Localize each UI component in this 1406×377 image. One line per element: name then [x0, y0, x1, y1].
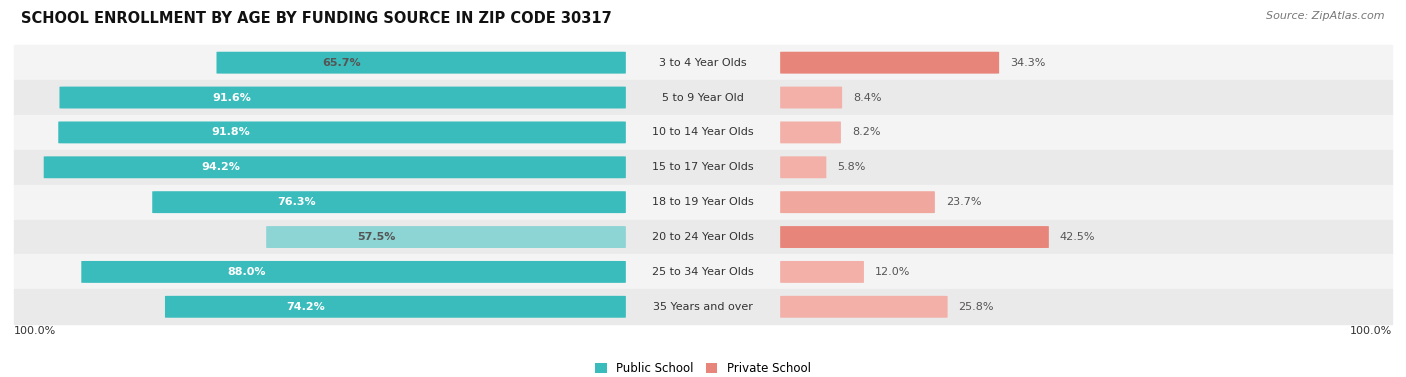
Text: 74.2%: 74.2% — [285, 302, 325, 312]
FancyBboxPatch shape — [152, 191, 626, 213]
Bar — [14, 219, 1392, 254]
Text: 5 to 9 Year Old: 5 to 9 Year Old — [662, 92, 744, 103]
Text: 42.5%: 42.5% — [1060, 232, 1095, 242]
Text: 100.0%: 100.0% — [1350, 326, 1392, 336]
Text: 35 Years and over: 35 Years and over — [652, 302, 754, 312]
FancyBboxPatch shape — [780, 121, 841, 143]
FancyBboxPatch shape — [266, 226, 626, 248]
Text: 88.0%: 88.0% — [228, 267, 266, 277]
Text: 65.7%: 65.7% — [322, 58, 361, 68]
Text: 100.0%: 100.0% — [14, 326, 56, 336]
FancyBboxPatch shape — [217, 52, 626, 74]
Bar — [14, 254, 1392, 290]
Text: 23.7%: 23.7% — [946, 197, 981, 207]
Text: 57.5%: 57.5% — [357, 232, 395, 242]
Bar — [14, 115, 1392, 150]
FancyBboxPatch shape — [780, 156, 827, 178]
FancyBboxPatch shape — [780, 87, 842, 109]
Text: 5.8%: 5.8% — [838, 162, 866, 172]
Text: SCHOOL ENROLLMENT BY AGE BY FUNDING SOURCE IN ZIP CODE 30317: SCHOOL ENROLLMENT BY AGE BY FUNDING SOUR… — [21, 11, 612, 26]
FancyBboxPatch shape — [58, 121, 626, 143]
Bar — [14, 45, 1392, 80]
Bar — [14, 150, 1392, 185]
Text: 3 to 4 Year Olds: 3 to 4 Year Olds — [659, 58, 747, 68]
Text: 94.2%: 94.2% — [201, 162, 240, 172]
FancyBboxPatch shape — [44, 156, 626, 178]
FancyBboxPatch shape — [780, 296, 948, 318]
Text: 8.2%: 8.2% — [852, 127, 880, 138]
Bar — [14, 185, 1392, 219]
FancyBboxPatch shape — [780, 52, 1000, 74]
FancyBboxPatch shape — [165, 296, 626, 318]
Text: 15 to 17 Year Olds: 15 to 17 Year Olds — [652, 162, 754, 172]
FancyBboxPatch shape — [780, 226, 1049, 248]
FancyBboxPatch shape — [780, 191, 935, 213]
Text: 20 to 24 Year Olds: 20 to 24 Year Olds — [652, 232, 754, 242]
Text: 18 to 19 Year Olds: 18 to 19 Year Olds — [652, 197, 754, 207]
Text: 25 to 34 Year Olds: 25 to 34 Year Olds — [652, 267, 754, 277]
Text: 25.8%: 25.8% — [959, 302, 994, 312]
Bar — [14, 80, 1392, 115]
Text: 76.3%: 76.3% — [277, 197, 316, 207]
Bar — [14, 290, 1392, 324]
Text: 91.6%: 91.6% — [212, 92, 252, 103]
FancyBboxPatch shape — [59, 87, 626, 109]
Text: 10 to 14 Year Olds: 10 to 14 Year Olds — [652, 127, 754, 138]
Text: 12.0%: 12.0% — [875, 267, 910, 277]
Text: 91.8%: 91.8% — [211, 127, 250, 138]
Text: 8.4%: 8.4% — [853, 92, 882, 103]
Text: 34.3%: 34.3% — [1010, 58, 1046, 68]
FancyBboxPatch shape — [780, 261, 863, 283]
FancyBboxPatch shape — [82, 261, 626, 283]
Text: Source: ZipAtlas.com: Source: ZipAtlas.com — [1267, 11, 1385, 21]
Legend: Public School, Private School: Public School, Private School — [591, 357, 815, 377]
